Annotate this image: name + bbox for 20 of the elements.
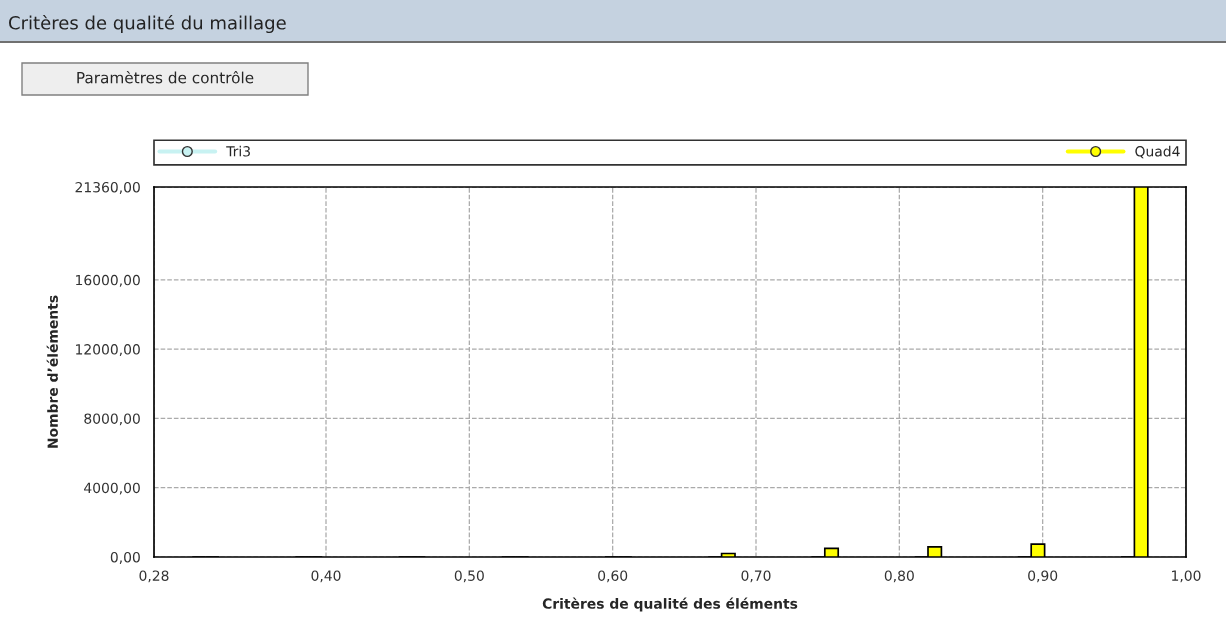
x-tick-label: 0,40 [311, 570, 341, 583]
y-tick-label: 0,00 [110, 551, 140, 564]
x-tick-label: 0,50 [454, 570, 484, 583]
x-tick-label: 1,00 [1172, 570, 1201, 583]
x-axis-title: Critères de qualité des éléments [542, 597, 798, 612]
chart-title: Critères de qualité du maillage [9, 14, 286, 34]
y-tick-label: 12000,00 [76, 344, 140, 357]
y-tick-label: 16000,00 [76, 274, 140, 287]
x-tick-label: 0,80 [884, 570, 914, 583]
x-tick-label: 0,60 [598, 570, 628, 583]
x-tick-label: 0,90 [1028, 570, 1058, 583]
y-axis-title: Nombre d’éléments [46, 295, 58, 448]
legend-label: Quad4 [1135, 145, 1180, 159]
text: Paramètres de contrôle [77, 71, 254, 84]
x-tick-label: 0,28 [139, 570, 169, 583]
y-tick-label: 21360,00 [75, 181, 140, 194]
legend-label: Tri3 [226, 145, 250, 157]
y-tick-label: 8000,00 [84, 413, 140, 426]
x-tick-label: 0,70 [741, 570, 771, 583]
y-tick-label: 4000,00 [84, 482, 140, 495]
